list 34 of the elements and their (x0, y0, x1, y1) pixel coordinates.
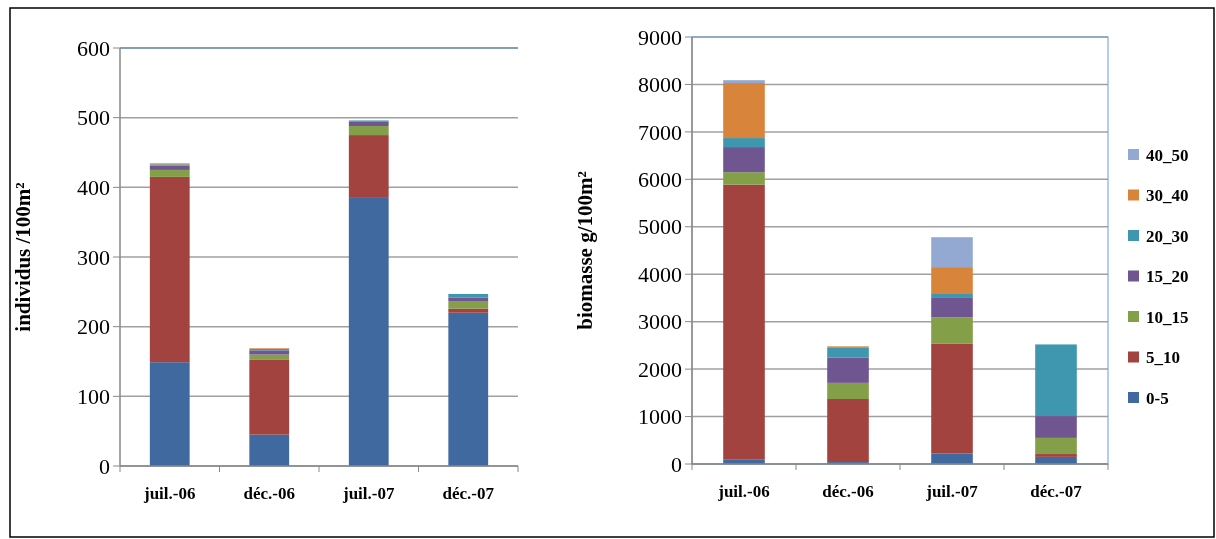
x-tick-label: juil.-07 (925, 482, 979, 501)
y-tick-label: 600 (77, 35, 110, 61)
x-tick-label: juil.-06 (717, 482, 770, 501)
legend-label: 0-5 (1146, 388, 1169, 408)
x-tick-label: déc.-07 (442, 484, 495, 503)
legend-label: 15_20 (1146, 267, 1189, 287)
x-tick-label: déc.-06 (243, 484, 295, 503)
y-tick-label: 100 (77, 384, 110, 410)
legend-label: 5_10 (1146, 348, 1180, 368)
y-tick-label: 5000 (638, 214, 682, 240)
legend-label: 30_40 (1146, 186, 1189, 206)
y-tick-label: 400 (77, 175, 110, 201)
y-tick-label: 6000 (638, 167, 682, 193)
y-tick-label: 7000 (638, 119, 682, 145)
y-tick-label: 500 (77, 105, 110, 131)
y-tick-label: 0 (99, 453, 110, 479)
x-tick-label: juil.-07 (342, 484, 395, 503)
y-tick-label: 0 (671, 451, 682, 477)
x-tick-label: déc.-06 (822, 482, 874, 501)
legend-label: 20_30 (1146, 226, 1189, 246)
y-tick-label: 200 (77, 314, 110, 340)
y-tick-label: 4000 (638, 261, 682, 287)
y-tick-label: 1000 (638, 404, 682, 430)
y-tick-label: 3000 (638, 309, 682, 335)
x-tick-label: juil.-06 (143, 484, 196, 503)
y-tick-label: 9000 (638, 24, 682, 50)
y-axis-title: individus /100m² (11, 182, 35, 332)
y-axis-title: biomasse g/100m² (573, 171, 597, 330)
legend-label: 40_50 (1146, 145, 1189, 165)
y-tick-label: 8000 (638, 72, 682, 98)
y-tick-label: 300 (77, 244, 110, 270)
x-tick-label: déc.-07 (1030, 482, 1083, 501)
y-tick-label: 2000 (638, 356, 682, 382)
legend-label: 10_15 (1146, 307, 1189, 327)
